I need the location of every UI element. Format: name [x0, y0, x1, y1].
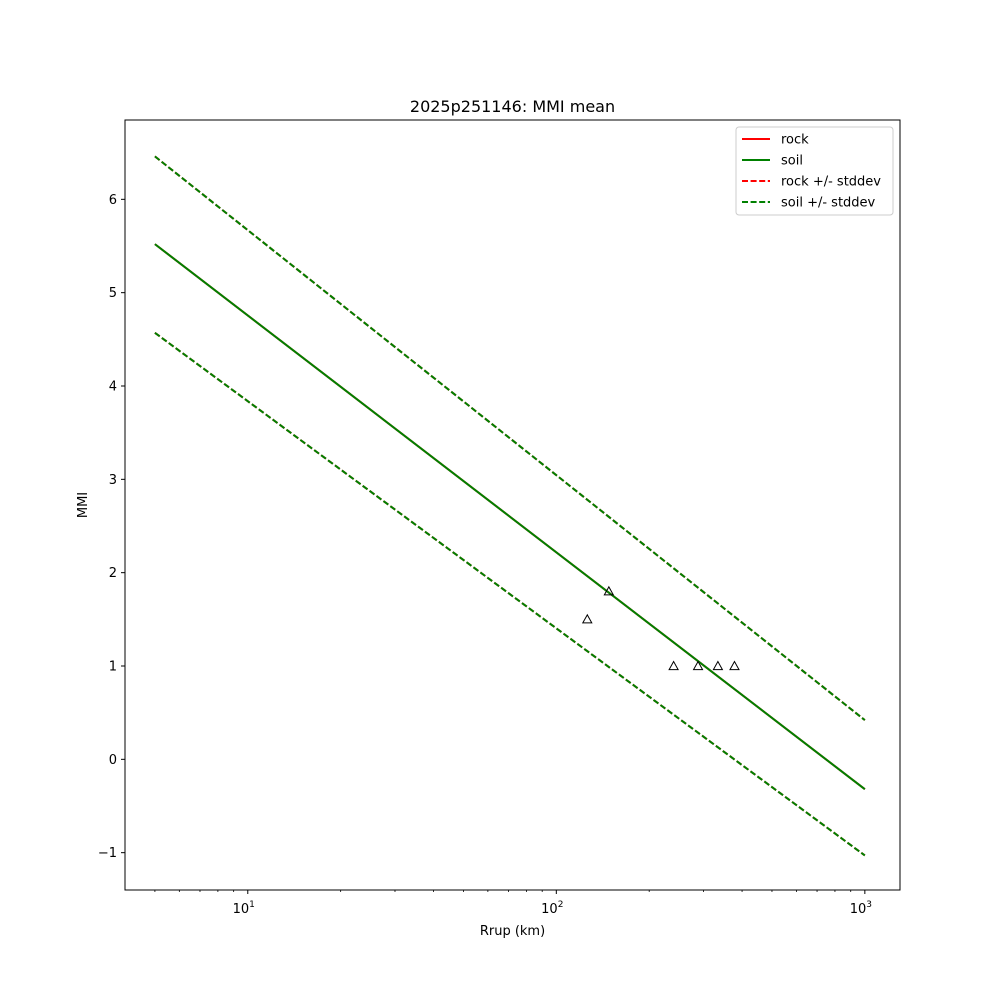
legend-label: soil: [781, 154, 803, 169]
y-tick-label: −1: [98, 846, 117, 861]
x-axis-label: Rrup (km): [480, 924, 545, 939]
y-axis-label: MMI: [76, 492, 91, 518]
observation-point: [668, 660, 679, 671]
y-tick-label: 4: [109, 380, 117, 395]
observation-point: [692, 660, 704, 671]
y-tick-label: 0: [109, 753, 117, 768]
legend-label: rock: [781, 133, 809, 148]
legend-box: [735, 126, 894, 216]
observation-point: [712, 660, 724, 671]
observation-point: [729, 660, 740, 671]
legend-label: soil +/- stddev: [781, 196, 876, 211]
y-tick-label: 3: [109, 473, 117, 488]
series-lower-3: [154, 331, 866, 857]
x-tick-label: 103: [850, 900, 872, 917]
y-tick-label: 2: [109, 566, 117, 581]
observation-point: [603, 585, 615, 596]
y-tick-label: 6: [109, 193, 117, 208]
series-line-1: [154, 243, 866, 790]
y-tick-label: 5: [109, 286, 117, 301]
legend-label: rock +/- stddev: [781, 175, 881, 190]
y-tick-label: 1: [109, 660, 117, 675]
series-upper-3: [154, 155, 866, 721]
legend: rock soil rock +/- stddev soil +/- stddev: [735, 126, 894, 216]
x-tick-label: 101: [233, 900, 255, 917]
x-tick-label: 102: [541, 900, 563, 917]
chart-title: 2025p251146: MMI mean: [410, 97, 615, 116]
observation-point: [581, 613, 593, 624]
plot-frame: [124, 119, 901, 891]
